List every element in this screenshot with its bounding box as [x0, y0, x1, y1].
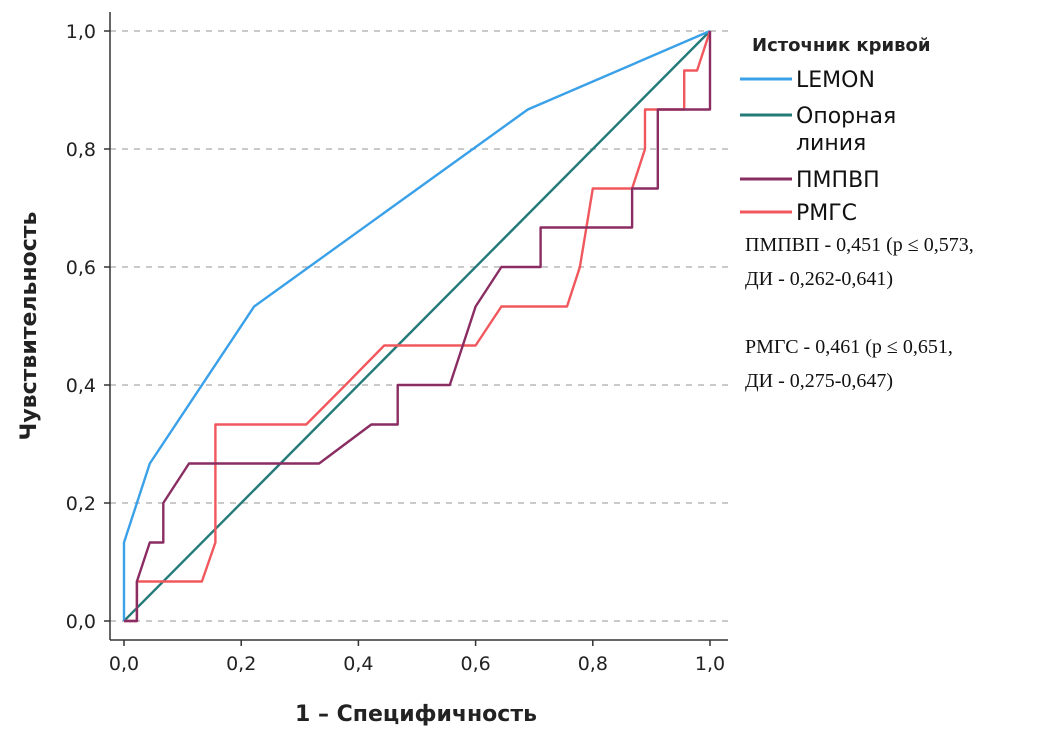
x-axis-title: 1 – Специфичность [295, 702, 537, 727]
y-tick-label: 1,0 [66, 21, 96, 43]
legend-label-line: ПМПВП [796, 168, 880, 193]
legend: Источник кривой LEMON Опорная линия ПМПВП РМ… [740, 35, 931, 226]
tick-labels: 0,0 0,2 0,4 0,6 0,8 1,0 0,0 0,2 0,4 0,6 0,8 1,0 [66, 21, 725, 675]
legend-label-line: линия [796, 131, 866, 156]
legend-label: РМГС [796, 201, 857, 226]
legend-label-line: LEMON [796, 68, 875, 93]
x-tick-label: 0,2 [226, 653, 256, 675]
legend-label: LEMON [796, 68, 875, 93]
axes [104, 12, 728, 646]
y-tick-label: 0,0 [66, 611, 96, 633]
legend-entry: ПМПВП [740, 168, 880, 193]
legend-entry: LEMON [740, 68, 875, 93]
x-tick-label: 0,6 [460, 653, 490, 675]
auc-annotation-line: ДИ - 0,262-0,641) [745, 268, 893, 290]
y-tick-label: 0,8 [66, 139, 96, 161]
y-tick-label: 0,6 [66, 257, 96, 279]
legend-label-line: Опорная [796, 104, 896, 129]
x-tick-label: 0,0 [109, 653, 139, 675]
grid-lines [110, 30, 728, 622]
legend-entries: LEMON Опорная линия ПМПВП РМГС [740, 68, 896, 226]
legend-label: ПМПВП [796, 168, 880, 193]
y-axis-title: Чувствительность [17, 212, 42, 441]
x-tick-label: 0,8 [578, 653, 608, 675]
legend-label: Опорная линия [796, 104, 896, 156]
y-tick-label: 0,2 [66, 493, 96, 515]
x-tick-label: 1,0 [695, 653, 725, 675]
auc-annotation-line: РМГС - 0,461 (p ≤ 0,651, [745, 336, 953, 358]
series-1-line [123, 30, 711, 622]
auc-annotation-line: ДИ - 0,275-0,647) [745, 370, 893, 392]
series-2-line [124, 31, 712, 623]
x-tick-label: 0,4 [343, 653, 373, 675]
legend-label-line: РМГС [796, 201, 857, 226]
legend-entry: РМГС [740, 201, 857, 226]
legend-title: Источник кривой [752, 35, 931, 56]
series-0-line [122, 29, 711, 621]
auc-annotation-line: ПМПВП - 0,451 (p ≤ 0,573, [745, 234, 974, 256]
auc-annotations: ПМПВП - 0,451 (p ≤ 0,573, ДИ - 0,262-0,64… [745, 234, 974, 392]
series-layer [122, 29, 712, 623]
y-tick-label: 0,4 [66, 375, 96, 397]
legend-entry: Опорная линия [740, 104, 896, 156]
